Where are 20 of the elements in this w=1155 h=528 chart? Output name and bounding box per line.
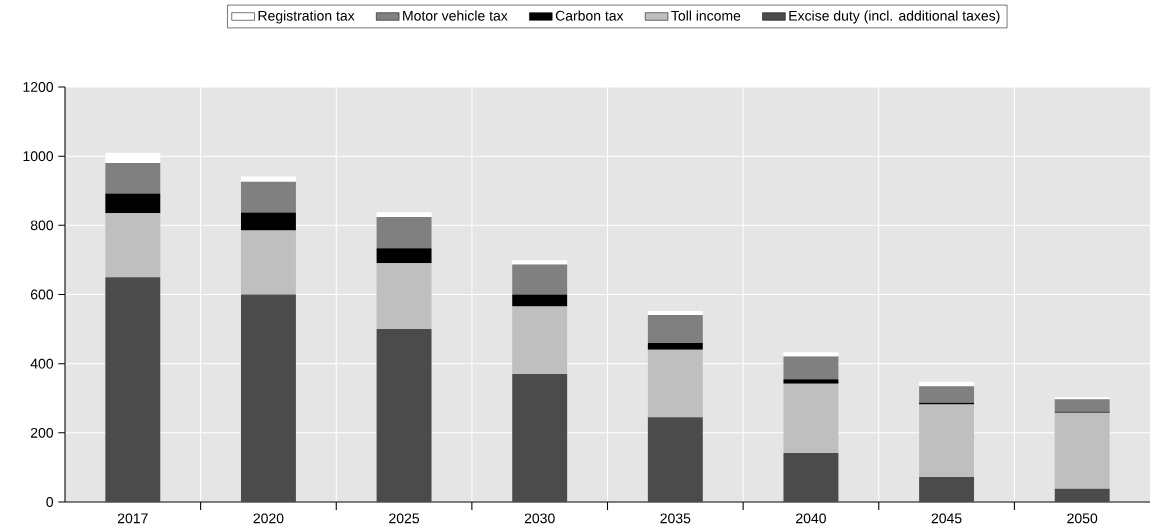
y-tick-label: 0 xyxy=(46,497,54,507)
x-tick-label: 2050 xyxy=(1067,513,1098,524)
y-tick-label: 1000 xyxy=(23,151,54,162)
x-tick-label: 2020 xyxy=(253,513,284,524)
x-tick-label: 2030 xyxy=(524,513,555,524)
legend-label: Excise duty (incl. additional taxes) xyxy=(789,10,1000,24)
y-tick-label: 600 xyxy=(30,289,54,300)
legend-label: Registration tax xyxy=(258,10,355,24)
x-tick-label: 2025 xyxy=(389,513,420,524)
legend-label: Motor vehicle tax xyxy=(403,10,508,21)
x-tick-label: 2040 xyxy=(796,513,826,524)
y-tick-label: 800 xyxy=(30,220,54,231)
legend-label: Toll income xyxy=(671,10,741,21)
x-tick-label: 2017 xyxy=(117,513,148,524)
x-tick-label: 2045 xyxy=(931,513,962,524)
y-tick-label: 200 xyxy=(30,427,54,438)
legend-label: Carbon tax xyxy=(555,10,624,21)
x-tick-label: 2035 xyxy=(660,513,691,524)
y-tick-label: 400 xyxy=(30,358,54,369)
y-tick-label: 1200 xyxy=(23,82,54,92)
